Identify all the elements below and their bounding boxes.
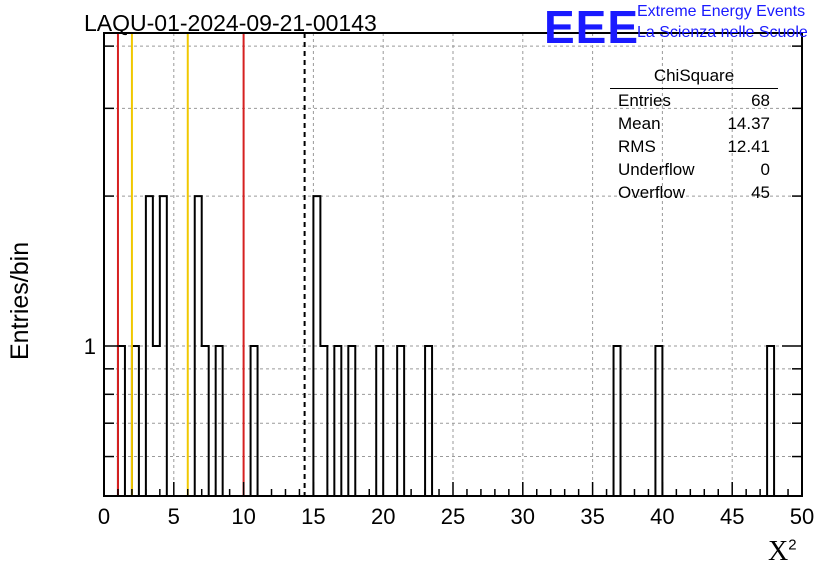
x-tick-label: 20 xyxy=(371,504,395,529)
histogram-bin xyxy=(397,346,404,496)
x-tick-label: 45 xyxy=(720,504,744,529)
histogram-bin xyxy=(320,346,327,496)
histogram-bin xyxy=(216,346,223,496)
histogram-bin xyxy=(146,196,153,496)
x-tick-label: 5 xyxy=(168,504,180,529)
histogram-bin xyxy=(655,346,662,496)
histogram-bars xyxy=(104,195,802,497)
x-tick-label: 35 xyxy=(580,504,604,529)
stats-value: 45 xyxy=(751,183,770,202)
histogram-bin xyxy=(118,346,125,496)
histogram-outline xyxy=(104,195,802,497)
x-axis-label-superscript: 2 xyxy=(788,536,797,554)
stats-label: Overflow xyxy=(618,183,686,202)
stats-value: 12.41 xyxy=(727,137,770,156)
histogram-bin xyxy=(425,346,432,496)
logo-line-2: La Scienza nelle Scuole xyxy=(637,24,808,41)
axis-ticks: 0 5 10 15 20 25 30 35 40 45 50 1 xyxy=(84,45,814,529)
stats-row-entries: Entries 68 xyxy=(610,89,778,112)
x-tick-label: 10 xyxy=(231,504,255,529)
stats-value: 0 xyxy=(760,160,770,179)
stats-title: ChiSquare xyxy=(610,64,778,89)
histogram-bin xyxy=(767,346,774,496)
stats-label: Underflow xyxy=(618,160,695,179)
histogram-bin xyxy=(376,346,383,496)
stats-value: 14.37 xyxy=(727,114,770,133)
stats-row-overflow: Overflow 45 xyxy=(610,181,778,204)
stats-box: ChiSquare Entries 68 Mean 14.37 RMS 12.4… xyxy=(610,64,778,204)
histogram-bin xyxy=(195,196,202,496)
histogram-bin xyxy=(202,346,209,496)
histogram-bin xyxy=(132,346,139,496)
x-tick-label: 30 xyxy=(511,504,535,529)
y-tick-label: 1 xyxy=(84,334,96,359)
marker-lines xyxy=(116,33,306,496)
histogram-bin xyxy=(348,346,355,496)
histogram-bin xyxy=(614,346,621,496)
histogram-bin xyxy=(153,346,160,496)
x-axis-label-base: X xyxy=(768,536,789,567)
x-tick-label: 15 xyxy=(301,504,325,529)
stats-value: 68 xyxy=(751,91,770,110)
histogram-bin xyxy=(160,196,167,496)
histogram-bin xyxy=(251,346,258,496)
stats-label: Mean xyxy=(618,114,661,133)
stats-label: RMS xyxy=(618,137,656,156)
histogram-bin xyxy=(313,196,320,496)
stats-label: Entries xyxy=(618,91,671,110)
stats-row-mean: Mean 14.37 xyxy=(610,112,778,135)
chart-title: LAQU-01-2024-09-21-00143 xyxy=(84,10,377,36)
x-tick-label: 0 xyxy=(98,504,110,529)
x-axis-label: X2 xyxy=(768,536,797,568)
x-tick-label: 50 xyxy=(790,504,814,529)
eee-logo: EEE xyxy=(544,1,640,53)
stats-row-rms: RMS 12.41 xyxy=(610,135,778,158)
x-tick-label: 25 xyxy=(441,504,465,529)
x-tick-label: 40 xyxy=(650,504,674,529)
logo-line-1: Extreme Energy Events xyxy=(637,3,806,20)
histogram-bin xyxy=(334,346,341,496)
y-axis-label: Entries/bin xyxy=(6,241,34,360)
stats-row-underflow: Underflow 0 xyxy=(610,158,778,181)
